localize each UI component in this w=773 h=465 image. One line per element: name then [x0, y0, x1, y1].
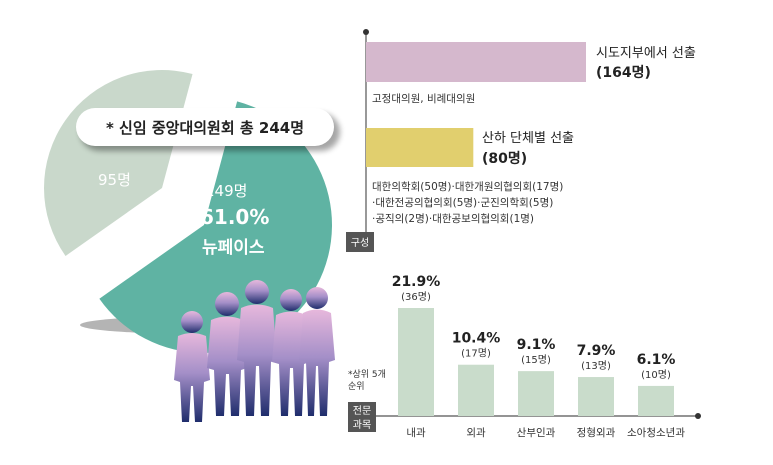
- pie-slice-new-label: 149명: [205, 182, 247, 200]
- composition-bar-cities-note: 고정대의원, 비례대의원: [372, 93, 475, 105]
- composition-bar-groups-note-3: ·공직의(2명)·대한공보의협의회(1명): [372, 212, 534, 225]
- specialty-category-orthopedics: 정형외과: [577, 427, 616, 439]
- pie-title-box: [76, 108, 334, 146]
- specialty-bar-surgery-count: (17명): [461, 348, 491, 360]
- specialty-bar-obgyn-percent: 9.1%: [517, 337, 556, 353]
- specialty-axis-label-box: [348, 402, 376, 432]
- people-silhouette-icon: [174, 280, 335, 422]
- specialty-bar-chart: *상위 5개 순위 전문 과목 21.9%(36명) 내과 10.4%(17명) 외과…: [348, 274, 701, 439]
- composition-bar-groups-note-1: 대한의학회(50명)·대한개원의협의회(17명): [372, 180, 563, 193]
- composition-bar-cities: [366, 42, 586, 82]
- specialty-category-internal: 내과: [406, 427, 426, 439]
- specialty-bar-internal-percent: 21.9%: [392, 274, 441, 290]
- specialty-axis-label-2: 과목: [353, 419, 371, 431]
- composition-axis-dot: [363, 29, 369, 35]
- composition-bar-groups-note-2: ·대한전공의협의회(5명)·군진의학회(5명): [372, 196, 553, 209]
- composition-bar-cities-count: (164명): [596, 64, 651, 81]
- composition-bar-groups-count: (80명): [482, 150, 527, 167]
- composition-bar-groups: [366, 128, 474, 167]
- pie-title: * 신임 중앙대의원회 총 244명: [106, 119, 304, 137]
- composition-axis-label: 구성: [351, 237, 369, 249]
- specialty-axis-label-1: 전문: [353, 405, 371, 417]
- specialty-bar-surgery: [458, 364, 494, 416]
- pie-slice-new-percent: 61.0%: [200, 205, 269, 229]
- pie-slice-existing: [43, 69, 193, 256]
- specialty-bar-obgyn: [518, 371, 554, 416]
- pie-title-banner: * 신임 중앙대의원회 총 244명: [76, 108, 340, 151]
- pie-slice-new-tag: 뉴페이스: [202, 238, 265, 258]
- specialty-bars: 21.9%(36명) 내과 10.4%(17명) 외과 9.1%(15명) 산부인과 7.9…: [392, 274, 686, 439]
- specialty-bar-pediatrics-count: (10명): [641, 369, 671, 381]
- specialty-bar-pediatrics-percent: 6.1%: [637, 352, 676, 368]
- specialty-bar-orthopedics-percent: 7.9%: [577, 343, 616, 359]
- specialty-category-surgery: 외과: [466, 427, 486, 439]
- specialty-bar-surgery-percent: 10.4%: [452, 331, 501, 347]
- pie-slice-new: [99, 101, 333, 353]
- composition-chart: 구성 시도지부에서 선출 (164명) 고정대의원, 비례대의원 산하 단체별 …: [346, 29, 696, 252]
- specialty-category-pediatrics: 소아청소년과: [627, 427, 685, 439]
- specialty-bar-obgyn-count: (15명): [521, 354, 551, 366]
- specialty-bar-orthopedics-count: (13명): [581, 360, 611, 372]
- specialty-bar-pediatrics: [638, 385, 674, 416]
- composition-bar-cities-name: 시도지부에서 선출: [596, 46, 696, 61]
- composition-axis-label-box: [346, 232, 374, 252]
- specialty-category-obgyn: 산부인과: [517, 427, 556, 439]
- composition-bar-groups-name: 산하 단체별 선출: [482, 131, 574, 146]
- specialty-bar-internal-count: (36명): [401, 291, 431, 303]
- specialty-bar-internal: [398, 308, 434, 416]
- pie-slice-existing-label: 95명: [98, 171, 131, 189]
- specialty-note-2: 순위: [348, 381, 365, 392]
- specialty-baseline-dot: [695, 413, 701, 419]
- specialty-note-1: *상위 5개: [348, 369, 386, 380]
- specialty-bar-orthopedics: [578, 377, 614, 416]
